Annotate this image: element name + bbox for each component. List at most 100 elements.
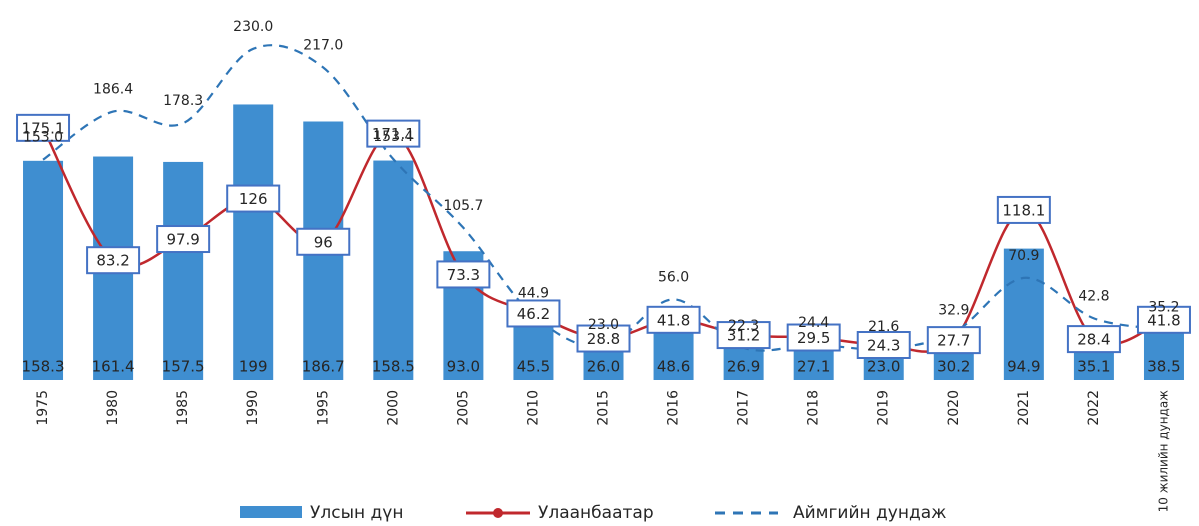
x-tick-label: 2015 — [596, 390, 612, 426]
label-box — [16, 113, 71, 142]
label-box — [226, 184, 281, 213]
dashed-label: 153.4 — [373, 129, 413, 145]
label-box — [156, 225, 211, 254]
dashed-label: 42.8 — [1078, 288, 1109, 304]
line-label: 31.2 — [727, 327, 760, 345]
dashed-label: 105.7 — [443, 198, 483, 214]
label-box — [506, 299, 561, 328]
label-box — [786, 323, 841, 352]
label-box — [366, 119, 421, 148]
label-box — [86, 246, 141, 275]
dashed-label: 44.9 — [518, 285, 549, 301]
line-label: 171.1 — [372, 125, 415, 143]
label-box — [716, 321, 771, 350]
line-label: 28.8 — [587, 330, 620, 348]
x-tick-label: 2005 — [455, 390, 471, 426]
x-tick-label: 1980 — [105, 390, 121, 426]
dashed-label: 230.0 — [233, 19, 273, 35]
x-tick-label: 2017 — [736, 390, 752, 426]
line-label: 27.7 — [937, 332, 970, 350]
bar-label: 161.4 — [92, 358, 135, 376]
x-tick-label: 2016 — [666, 390, 682, 426]
legend: Улсын дүн Улаанбаатар Аймгийн дундаж — [240, 503, 946, 523]
bar-label: 186.7 — [302, 358, 345, 376]
bar-label: 199 — [239, 358, 268, 376]
dashed-label: 70.9 — [1008, 248, 1039, 264]
x-tick-label: 2018 — [806, 390, 822, 426]
legend-label: Аймгийн дундаж — [793, 503, 946, 523]
dashed-line — [42, 44, 1165, 352]
line-label: 118.1 — [1002, 201, 1045, 219]
x-tick-label: 1995 — [315, 390, 331, 426]
bar-label: 158.5 — [372, 358, 415, 376]
bar-label: 157.5 — [162, 358, 205, 376]
label-box — [436, 260, 491, 289]
x-tick-label: 1985 — [175, 390, 191, 426]
label-box — [1136, 305, 1191, 334]
bar — [233, 104, 274, 380]
dashed-label: 153.0 — [23, 130, 63, 146]
bar — [23, 160, 64, 380]
bar-label: 45.5 — [517, 358, 550, 376]
label-box — [1066, 325, 1121, 354]
legend-swatch — [240, 506, 302, 518]
line-label: 73.3 — [447, 266, 480, 284]
bar-label: 23.0 — [867, 358, 900, 376]
legend-label: Улаанбаатар — [538, 503, 654, 523]
line-label: 24.3 — [867, 337, 900, 355]
dashed-label: 178.3 — [163, 93, 203, 109]
bar-label: 26.0 — [587, 358, 620, 376]
line-label: 28.4 — [1077, 331, 1110, 349]
bar-label: 158.3 — [22, 358, 65, 376]
x-tick-label: 2022 — [1086, 390, 1102, 426]
dashed-label: 22.3 — [728, 318, 759, 334]
label-box — [576, 324, 631, 353]
bar-label: 48.6 — [657, 358, 690, 376]
label-box — [646, 305, 701, 334]
line-label: 96 — [314, 233, 333, 251]
legend-swatch — [493, 508, 503, 518]
dashed-label: 32.9 — [938, 303, 969, 319]
label-box — [296, 227, 351, 256]
line-label: 175.1 — [22, 119, 65, 137]
bar-label: 30.2 — [937, 358, 970, 376]
dashed-label: 21.6 — [868, 319, 899, 335]
x-tick-label: 2010 — [525, 390, 541, 426]
dashed-label: 23.0 — [588, 317, 619, 333]
x-tick-label: 10 жилийн дундаж — [1156, 390, 1170, 513]
x-tick-label: 1990 — [245, 390, 261, 426]
line-label: 97.9 — [166, 231, 199, 249]
dashed-label: 217.0 — [303, 38, 343, 54]
dashed-label: 56.0 — [658, 269, 689, 285]
bar — [513, 317, 554, 380]
line-label: 126 — [239, 190, 268, 208]
bar-label: 94.9 — [1007, 358, 1040, 376]
x-tick-label: 2020 — [946, 390, 962, 426]
line-label: 29.5 — [797, 329, 830, 347]
line-label: 46.2 — [517, 305, 550, 323]
label-box — [856, 331, 911, 360]
label-box — [996, 195, 1051, 224]
label-box — [926, 326, 981, 355]
line-label: 41.8 — [1147, 311, 1180, 329]
dashed-label: 186.4 — [93, 82, 133, 98]
bar-label: 38.5 — [1147, 358, 1180, 376]
x-tick-label: 1975 — [35, 390, 51, 426]
x-tick-label: 2021 — [1016, 390, 1032, 426]
bar-label: 27.1 — [797, 358, 830, 376]
bar — [1143, 326, 1184, 380]
bar — [1003, 248, 1044, 380]
x-tick-label: 2000 — [385, 390, 401, 426]
bar — [373, 160, 414, 380]
bar-label: 35.1 — [1077, 358, 1110, 376]
dashed-label: 35.2 — [1148, 299, 1179, 315]
line-label: 83.2 — [96, 252, 129, 270]
legend-label: Улсын дүн — [310, 503, 403, 523]
bar-label: 93.0 — [447, 358, 480, 376]
dashed-label: 24.4 — [798, 315, 829, 331]
bar-label: 26.9 — [727, 358, 760, 376]
x-tick-label: 2019 — [876, 390, 892, 426]
bar — [163, 161, 204, 380]
line-label: 41.8 — [657, 311, 690, 329]
